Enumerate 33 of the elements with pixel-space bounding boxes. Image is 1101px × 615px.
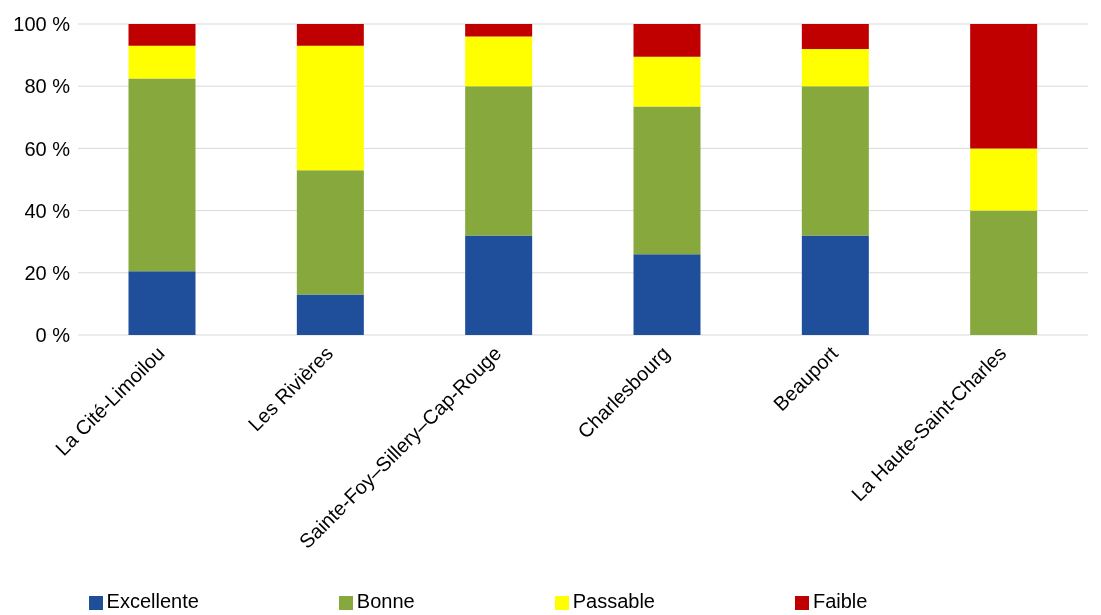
bar [465, 86, 533, 236]
bar [970, 148, 1038, 211]
legend-label: Bonne [356, 590, 415, 612]
y-tick-label: 20 % [24, 261, 71, 284]
bar [970, 24, 1038, 149]
legend-label: Passable [572, 590, 655, 612]
legend-label: Excellente [106, 590, 199, 612]
bar [633, 106, 701, 255]
y-tick-label: 60 % [24, 137, 71, 160]
y-tick-label: 0 % [35, 324, 71, 347]
bar [633, 24, 701, 57]
bar [128, 271, 196, 335]
bar [633, 56, 701, 107]
bar [128, 24, 196, 46]
bar [128, 45, 196, 79]
bar [465, 24, 533, 37]
bar [801, 48, 869, 87]
bar [801, 86, 869, 236]
bar [296, 45, 364, 171]
y-tick-label: 100 % [13, 13, 71, 36]
bar [465, 36, 533, 87]
bar [465, 235, 533, 335]
bar [801, 24, 869, 49]
bar [128, 78, 196, 272]
bar [970, 210, 1038, 335]
y-tick-label: 40 % [24, 199, 71, 222]
bar [801, 235, 869, 335]
bar [296, 170, 364, 295]
bar [296, 24, 364, 46]
bar [633, 254, 701, 335]
legend-label: Faible [812, 590, 868, 612]
bar [296, 294, 364, 335]
y-tick-label: 80 % [24, 75, 71, 98]
